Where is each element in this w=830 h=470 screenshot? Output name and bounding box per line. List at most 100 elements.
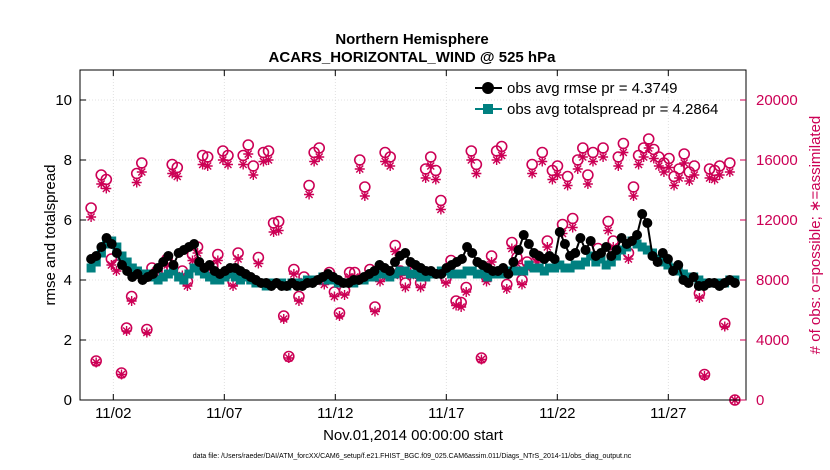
spread-point: [127, 263, 137, 273]
spread-point: [591, 257, 601, 267]
rmse-point: [580, 245, 591, 255]
footer-data-file: data file: /Users/raeder/DAI/ATM_forcXX/…: [193, 453, 632, 460]
spread-point: [230, 272, 240, 282]
spread-point: [122, 257, 132, 267]
obs-assimilated-point: [603, 225, 614, 236]
obs-assimilated-point: [425, 161, 436, 171]
obs-assimilated-point: [506, 243, 517, 254]
spread-point: [498, 269, 508, 279]
spread-point: [323, 275, 333, 285]
rmse-point: [642, 218, 653, 228]
spread-point: [601, 260, 611, 270]
obs-assimilated-point: [182, 281, 193, 291]
spread-point: [174, 272, 184, 282]
obs-assimilated-point: [527, 168, 538, 179]
obs-assimilated-point: [456, 302, 467, 312]
rmse-point: [456, 254, 467, 264]
obs-assimilated-point: [582, 179, 593, 189]
spread-point: [86, 263, 96, 273]
spread-point: [96, 248, 106, 258]
obs-assimilated-point: [577, 152, 588, 162]
spread-point: [606, 257, 616, 267]
obs-assimilated-point: [684, 176, 695, 186]
spread-point: [467, 266, 477, 276]
rmse-point: [467, 248, 478, 258]
y2-tick-label: 20000: [756, 92, 798, 109]
obs-assimilated-point: [172, 171, 183, 182]
x-tick-label: 11/22: [539, 405, 575, 422]
obs-assimilated-point: [278, 314, 289, 324]
obs-assimilated-point: [334, 311, 345, 321]
rmse-point: [400, 248, 411, 258]
rmse-point: [111, 248, 122, 258]
obs-assimilated-point: [552, 170, 563, 180]
obs-assimilated-point: [126, 296, 137, 306]
obs-assimilated-point: [238, 159, 249, 170]
obs-assimilated-point: [567, 222, 578, 233]
obs-assimilated-point: [390, 246, 401, 257]
obs-assimilated-point: [638, 152, 649, 162]
obs-assimilated-point: [304, 189, 315, 200]
spread-point: [534, 263, 544, 273]
obs-assimilated-point: [187, 255, 198, 266]
obs-assimilated-point: [329, 291, 340, 302]
x-tick-label: 11/12: [317, 405, 353, 422]
rmse-point: [662, 254, 673, 264]
spread-point: [678, 269, 688, 279]
spread-point: [581, 257, 591, 267]
obs-assimilated-point: [491, 155, 502, 165]
obs-assimilated-point: [451, 300, 462, 311]
y-tick-label: 8: [64, 152, 72, 169]
obs-assimilated-point: [288, 269, 299, 279]
rmse-point: [688, 272, 699, 282]
spread-point: [179, 275, 189, 285]
spread-point: [369, 272, 379, 282]
obs-assimilated-point: [537, 156, 548, 167]
chart-subtitle: ACARS_HORIZONTAL_WIND @ 525 hPa: [269, 49, 557, 66]
obs-assimilated-point: [613, 161, 624, 171]
spread-point: [637, 242, 647, 252]
obs-assimilated-point: [440, 278, 451, 288]
y-tick-label: 10: [55, 92, 72, 109]
obs-assimilated-point: [248, 170, 259, 180]
spread-point: [483, 272, 493, 282]
obs-assimilated-point: [466, 155, 477, 165]
spread-point: [421, 272, 431, 282]
rmse-point: [508, 257, 519, 267]
legend-rmse-marker: [482, 82, 494, 94]
obs-assimilated-point: [111, 266, 122, 276]
spread-point: [91, 257, 101, 267]
obs-assimilated-point: [674, 173, 685, 183]
obs-assimilated-point: [400, 282, 411, 293]
obs-assimilated-point: [233, 254, 244, 264]
rmse-point: [96, 242, 107, 252]
x-tick-label: 11/17: [428, 405, 464, 422]
y-axis-left: 0 2 4 6 8 10: [55, 92, 86, 409]
spread-point: [539, 266, 549, 276]
obs-assimilated-point: [121, 326, 132, 336]
rmse-point: [523, 239, 534, 249]
obs-assimilated-point: [516, 279, 527, 290]
obs-assimilated-point: [598, 152, 609, 162]
spread-point: [220, 272, 230, 282]
spread-point: [586, 251, 596, 261]
obs-assimilated-point: [369, 306, 380, 317]
obs-assimilated-point: [435, 204, 446, 215]
obs-assimilated-point: [359, 191, 370, 201]
spread-point: [138, 269, 148, 279]
spread-point: [199, 269, 209, 279]
obs-assimilated-point: [648, 153, 659, 164]
y2-axis-label: # of obs: o=possible; ∗=assimilated: [807, 116, 824, 355]
legend-rmse-label: obs avg rmse pr = 4.3749: [507, 80, 678, 97]
x-axis-label: Nov.01,2014 00:00:00 start: [323, 427, 504, 444]
spread-point: [117, 251, 127, 261]
spread-point: [390, 269, 400, 279]
obs-assimilated-point: [116, 369, 127, 380]
spread-point: [411, 269, 421, 279]
obs-assimilated-point: [86, 212, 97, 222]
spread-point: [163, 269, 173, 279]
rmse-point: [91, 251, 102, 261]
obs-assimilated-point: [309, 156, 320, 167]
obs-assimilated-point: [268, 227, 279, 237]
